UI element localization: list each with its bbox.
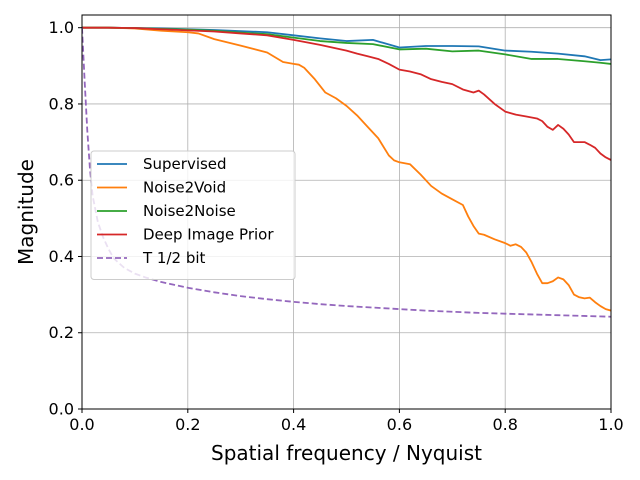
x-tick-label: 0.8 <box>492 415 517 434</box>
x-tick-label: 0.4 <box>281 415 306 434</box>
legend-item-noise2void: Noise2Void <box>97 179 226 197</box>
y-tick-label: 0.4 <box>49 247 74 266</box>
legend-item-t-1-2-bit: T 1/2 bit <box>97 249 206 267</box>
legend-item-noise2noise: Noise2Noise <box>97 202 236 220</box>
legend-label: T 1/2 bit <box>142 249 206 267</box>
x-axis-label: Spatial frequency / Nyquist <box>211 441 482 465</box>
legend: Supervised Noise2Void Noise2Noise Deep Imag… <box>90 150 296 280</box>
legend-label: Deep Image Prior <box>143 226 274 244</box>
legend-item-supervised: Supervised <box>97 155 227 173</box>
y-tick-label: 0.8 <box>49 94 74 113</box>
series-line-deep-image-prior <box>82 26 611 161</box>
legend-label: Noise2Void <box>143 179 226 197</box>
x-tick-label: 0.6 <box>387 415 412 434</box>
y-tick-label: 0.2 <box>49 323 74 342</box>
y-tick-label: 0.0 <box>49 400 74 419</box>
legend-label: Noise2Noise <box>143 202 236 220</box>
series-line-noise2void <box>82 26 611 312</box>
legend-item-deep-image-prior: Deep Image Prior <box>97 226 274 244</box>
y-axis-label: Magnitude <box>14 159 38 265</box>
y-tick-label: 0.6 <box>49 171 74 190</box>
series-lines <box>82 26 611 318</box>
y-tick-label: 1.0 <box>49 18 74 37</box>
x-tick-label: 1.0 <box>598 415 623 434</box>
legend-label: Supervised <box>143 155 227 173</box>
x-tick-label: 0.0 <box>69 415 94 434</box>
ticks: 0.0 0.2 0.4 0.6 0.8 1.0 0.0 0.2 0.4 0.6 0.8 1.0 <box>49 18 624 434</box>
x-tick-label: 0.2 <box>175 415 200 434</box>
plot-frame <box>81 14 612 410</box>
legend-box <box>90 150 296 280</box>
